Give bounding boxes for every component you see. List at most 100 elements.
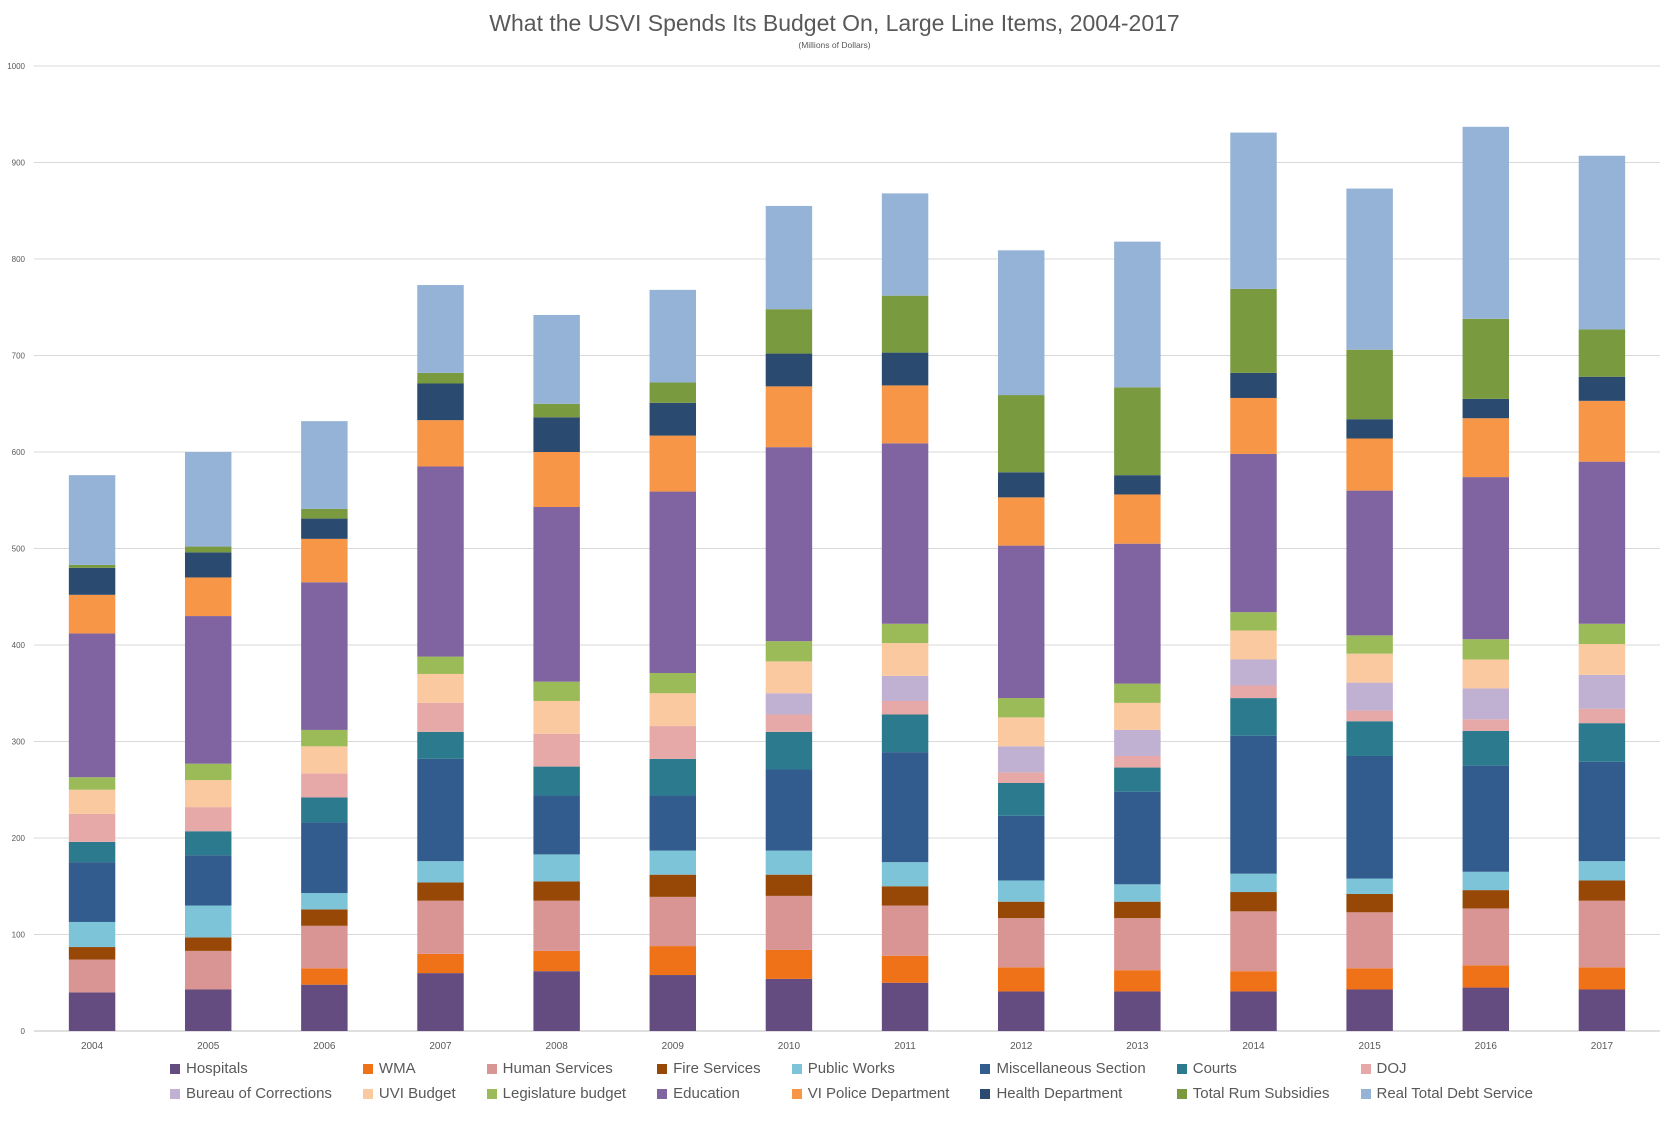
legend-label: Miscellaneous Section [996,1060,1146,1077]
legend-item: Legislature budget [486,1085,643,1102]
legend-label: VI Police Department [807,1085,950,1102]
bar-segment [881,443,929,624]
bar-segment [1578,761,1626,862]
bar-segment [649,850,697,875]
bar-segment [765,447,813,642]
x-tick-label: 2013 [1126,1041,1149,1052]
x-tick-label: 2014 [1242,1041,1265,1052]
x-tick-label: 2005 [197,1041,220,1052]
bar-segment [1230,132,1277,289]
bar-segment [1346,721,1393,756]
bar-segment [1462,126,1510,319]
bar-segment [765,978,813,1031]
legend-item: DOJ [1360,1060,1551,1077]
bar-segment [301,582,348,730]
bar-segment [68,789,116,814]
bar-segment [1578,644,1626,675]
bar-segment [184,780,232,808]
bar-segment [184,763,232,781]
bar-segment [1230,911,1277,972]
legend-label: Legislature budget [502,1085,627,1102]
bar-segment [1230,288,1277,373]
y-tick-label: 600 [12,448,26,457]
bar-segment [1578,861,1626,881]
legend-label: Education [673,1085,740,1102]
bar-segment [1462,398,1510,419]
y-tick-label: 900 [12,159,26,168]
bar-segment [533,733,580,767]
bar-segment [1346,755,1393,879]
x-tick-label: 2008 [546,1041,569,1052]
bar-segment [1114,241,1161,388]
bar-segment [765,693,813,715]
bar-segment [881,955,929,983]
bar-segment [1230,453,1277,613]
bar-segment [1578,967,1626,990]
bar-segment [1578,623,1626,645]
bar-segment [68,777,116,790]
bar-segment [533,900,580,951]
bar-segment [1578,880,1626,901]
bar-segment [1230,612,1277,631]
bar-segment [649,435,697,492]
bar-segment [184,577,232,617]
bar-segment [1462,965,1510,988]
chart-subtitle: (Millions of Dollars) [798,40,871,50]
bar-segment [68,475,116,565]
bar-segment [1230,630,1277,660]
bar-segment [301,746,348,774]
bar-segment [533,881,580,901]
bar-segment [881,193,929,296]
bar-segment [1462,418,1510,478]
legend-swatch [657,1063,668,1074]
bar-segment [881,862,929,887]
bar-segment [1114,970,1161,992]
bar-segment [997,746,1045,773]
bar-segment [765,769,813,851]
bar-segment [1346,438,1393,491]
legend-swatch [1360,1088,1371,1099]
x-tick-label: 2010 [778,1041,801,1052]
legend-item: Total Rum Subsidies [1176,1085,1347,1102]
bar-segment [417,285,464,373]
bar-segment [533,795,580,855]
bar-segment [1230,892,1277,912]
bar-segment [1578,989,1626,1031]
y-tick-label: 200 [12,834,26,843]
bar-segment [881,643,929,676]
bar-segment [1578,461,1626,624]
bar-segment [765,205,813,310]
bar-segment [68,947,116,960]
bar-segment [881,700,929,715]
bar-segment [1462,908,1510,966]
y-tick-label: 300 [12,738,26,747]
bar-segment [68,594,116,634]
legend-swatch [362,1088,373,1099]
bar-segment [417,673,464,703]
bar-segment [1578,708,1626,724]
bar-segment [1230,971,1277,992]
legend: Hospitals WMA Human Services Fire Services P… [170,1060,1550,1102]
x-tick-label: 2012 [1010,1041,1033,1052]
legend-label: UVI Budget [378,1085,456,1102]
bar-segment [301,773,348,798]
legend-label: Bureau of Corrections [186,1085,332,1102]
legend-item: Real Total Debt Service [1360,1085,1551,1102]
bar-segment [649,491,697,673]
bar-segment [1462,730,1510,766]
bar-segment [301,518,348,539]
bar-segment [1230,873,1277,893]
bar-segment [997,250,1045,396]
bar-segment [881,905,929,956]
bar-segment [1578,900,1626,968]
bar-segment [1578,329,1626,377]
y-tick-label: 100 [12,931,26,940]
bar-segment [1114,991,1161,1031]
bar-segment [997,967,1045,992]
bar-segment [1462,318,1510,399]
bar-segment [533,971,580,1031]
bar-segment [1462,719,1510,731]
bar-segment [301,893,348,910]
bar-segment [1346,188,1393,350]
bar-segment [649,382,697,403]
